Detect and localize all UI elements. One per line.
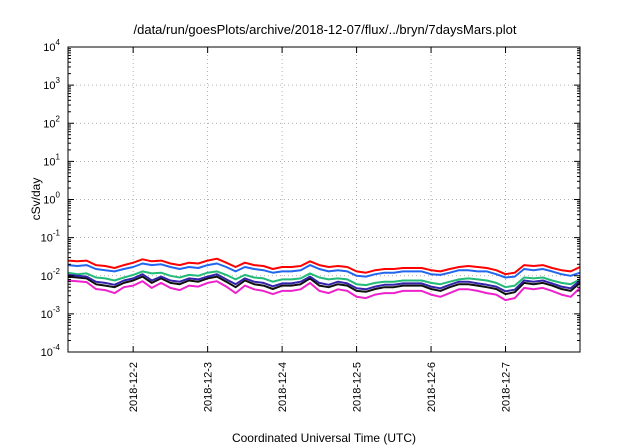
x-axis-label: Coordinated Universal Time (UTC): [232, 431, 416, 445]
y-tick-label: 10-3: [41, 305, 61, 321]
y-tick-label: 102: [43, 114, 60, 130]
y-axis-label: cSv/day: [29, 178, 43, 221]
series-line: [67, 270, 581, 289]
y-tick-label: 104: [43, 38, 60, 54]
series-line: [67, 279, 581, 302]
axis-ticks: [68, 46, 580, 353]
y-tick-label: 10-4: [41, 343, 61, 359]
y-tick-labels: 10-4 10-3 10-2 10-1 100 101 102 103 104: [41, 38, 61, 359]
x-tick-label: 2018-12-3: [203, 362, 215, 412]
x-tick-label: 2018-12-6: [426, 362, 438, 412]
x-tick-label: 2018-12-5: [352, 362, 364, 412]
x-tick-labels: 2018-12-2 2018-12-3 2018-12-4 2018-12-5 2018…: [128, 362, 512, 412]
series-line: [67, 273, 581, 293]
y-tick-label: 10-2: [41, 267, 61, 283]
series-lines: [67, 257, 581, 302]
y-tick-label: 103: [43, 76, 60, 92]
y-tick-label: 100: [43, 191, 60, 207]
series-line: [67, 262, 581, 279]
series-line: [67, 257, 581, 276]
x-tick-label: 2018-12-4: [277, 362, 289, 412]
x-tick-label: 2018-12-2: [128, 362, 140, 412]
x-tick-label: 2018-12-7: [501, 362, 513, 412]
y-tick-label: 101: [43, 152, 60, 168]
grid: [68, 47, 580, 352]
chart-title: /data/run/goesPlots/archive/2018-12-07/f…: [134, 22, 517, 37]
series-line: [67, 275, 581, 296]
y-tick-label: 10-1: [41, 229, 61, 245]
